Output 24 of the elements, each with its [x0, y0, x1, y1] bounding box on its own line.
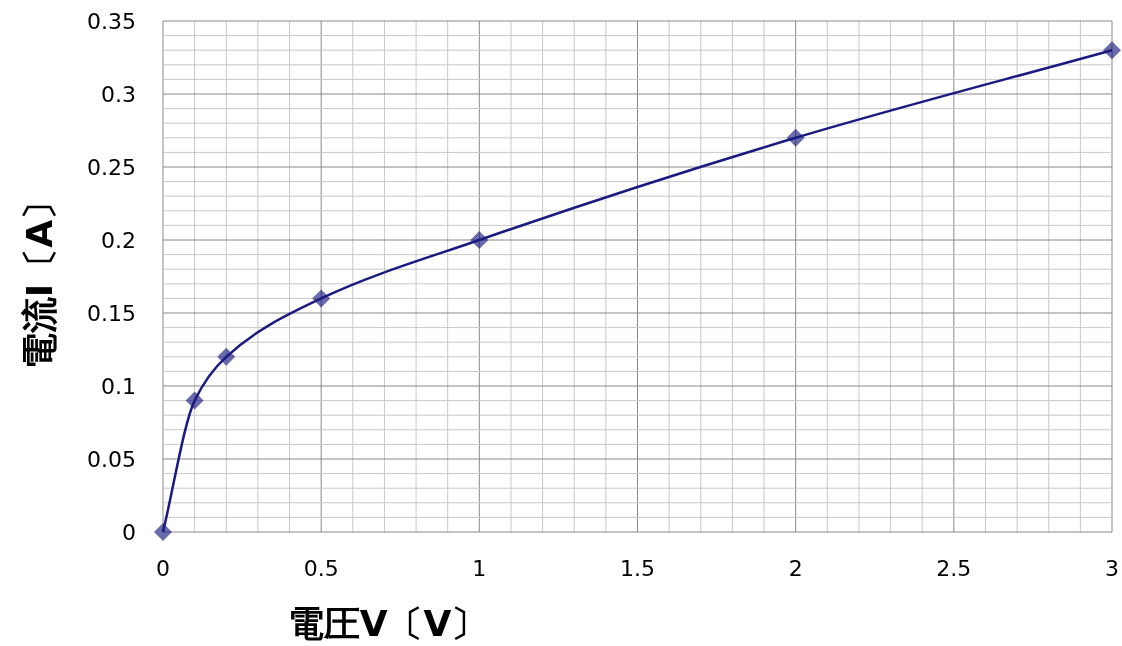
y-tick-label: 0.25	[87, 155, 136, 180]
point	[185, 391, 204, 410]
y-tick-label: 0.2	[101, 228, 136, 253]
y-tick-label: 0.3	[101, 82, 136, 107]
y-tick-label: 0.1	[101, 374, 136, 399]
y-tick-label: 0.35	[87, 9, 136, 34]
y-tick-label: 0.15	[87, 301, 136, 326]
x-tick-label: 2.5	[936, 556, 972, 581]
x-tick-label: 1.5	[620, 556, 655, 581]
point	[312, 289, 331, 308]
point	[470, 231, 489, 249]
x-tick-label: 2	[788, 556, 803, 581]
point	[1103, 41, 1121, 60]
x-tick-label: 3	[1105, 556, 1119, 581]
point	[217, 347, 236, 366]
x-tick-label: 0	[156, 556, 170, 581]
point	[786, 128, 805, 147]
x-axis-title: 電圧V〔V〕	[287, 603, 488, 644]
x-tick-label: 0.5	[303, 556, 339, 581]
y-axis-title: 電流I〔A〕	[19, 183, 60, 370]
y-tick-label: 0	[122, 520, 136, 545]
y-tick-label: 0.05	[87, 447, 136, 472]
point	[154, 523, 172, 541]
x-tick-label: 1	[472, 556, 487, 581]
